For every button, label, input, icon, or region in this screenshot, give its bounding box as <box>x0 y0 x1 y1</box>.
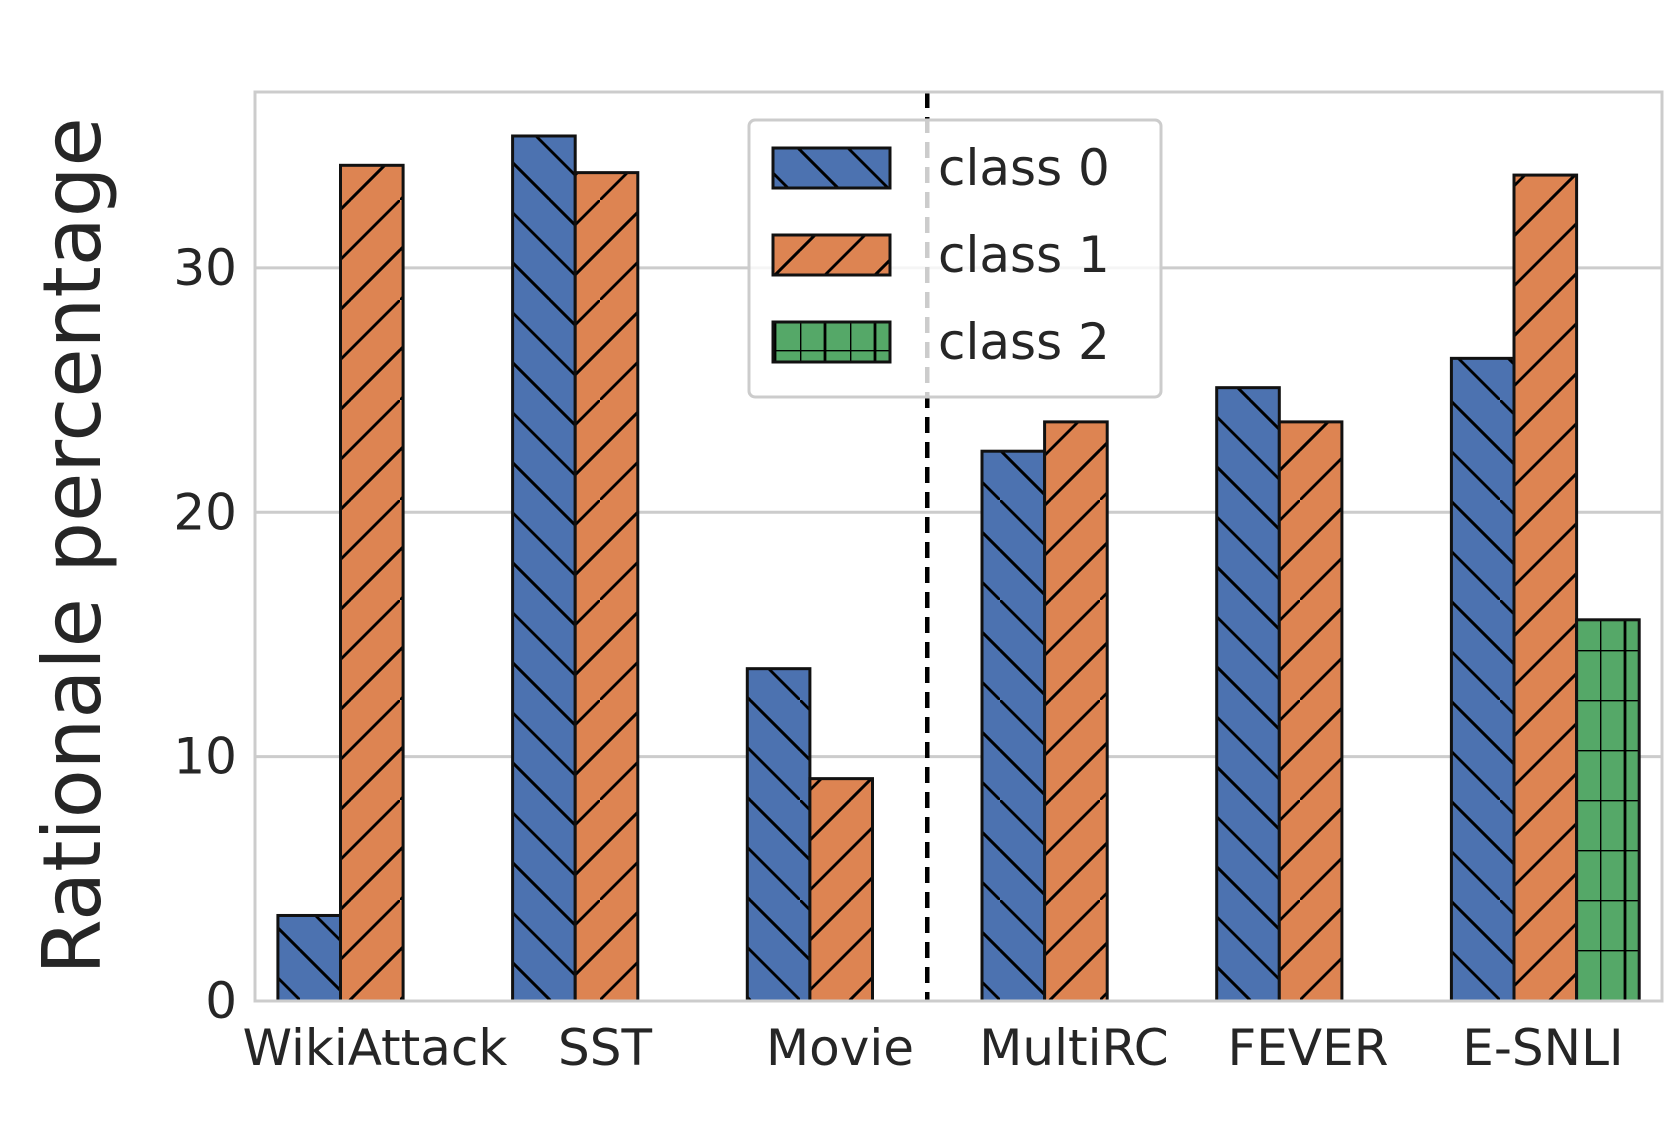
bar-hatch-class-1-sst <box>573 171 640 1003</box>
legend-label-class-1: class 1 <box>938 226 1110 284</box>
bar-group-fever <box>1215 386 1344 1003</box>
bar-group-sst <box>511 134 640 1003</box>
legend-label-class-2: class 2 <box>938 313 1110 371</box>
x-tick-label: MultiRC <box>979 1019 1168 1077</box>
y-tick-labels: 0 10 20 30 <box>173 239 237 1030</box>
bar-group-movie <box>745 667 875 1003</box>
bar-hatch-class-0-wikiattack <box>276 913 342 1003</box>
bar-group-wikiattack <box>276 163 405 1003</box>
bar-hatch-class-0-movie <box>745 667 812 1003</box>
y-axis-label: Rationale percentage <box>26 117 119 974</box>
x-tick-label: SST <box>558 1019 652 1077</box>
bar-hatch-class-1-e-snli <box>1512 173 1579 1003</box>
x-tick-label: FEVER <box>1228 1019 1389 1077</box>
bars <box>276 134 1641 1003</box>
bar-hatch-class-2-e-snli <box>1575 618 1641 1003</box>
legend-swatch-hatch-class-2 <box>771 320 892 364</box>
plot-frame <box>253 90 1664 1003</box>
y-tick-label: 30 <box>173 239 237 297</box>
y-tick-label: 20 <box>173 483 237 541</box>
y-tick-label: 10 <box>173 728 237 786</box>
bar-hatch-class-0-sst <box>511 134 577 1003</box>
x-tick-label: Movie <box>766 1019 914 1077</box>
y-tick-label: 0 <box>205 972 237 1030</box>
legend: class 0 class 1 class 2 <box>747 118 1163 399</box>
x-tick-labels: WikiAttack SST Movie MultiRC FEVER E-SNLI <box>243 1019 1624 1077</box>
bar-group-e-snli <box>1449 173 1641 1003</box>
legend-swatch-hatch-class-0 <box>771 146 892 190</box>
legend-swatch-hatch-class-1 <box>771 233 892 277</box>
bar-hatch-class-1-movie <box>808 777 875 1003</box>
x-tick-label: WikiAttack <box>243 1019 508 1077</box>
bar-hatch-class-0-e-snli <box>1449 356 1516 1003</box>
bar-hatch-class-1-wikiattack <box>339 163 405 1003</box>
bar-hatch-class-0-multirc <box>980 449 1047 1003</box>
bar-hatch-class-0-fever <box>1215 386 1281 1003</box>
bar-hatch-class-1-fever <box>1277 420 1344 1003</box>
bar-group-multirc <box>980 420 1109 1003</box>
legend-label-class-0: class 0 <box>938 139 1110 197</box>
x-tick-label: E-SNLI <box>1462 1019 1623 1077</box>
bar-hatch-class-1-multirc <box>1043 420 1109 1003</box>
